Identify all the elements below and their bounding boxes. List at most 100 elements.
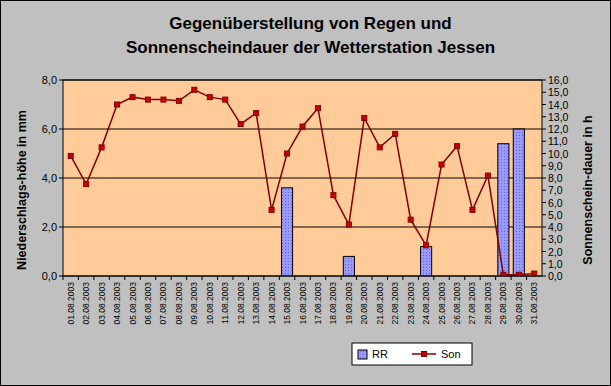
y2-tick-label: 9,0 — [548, 160, 563, 172]
y2-tick — [542, 116, 546, 117]
x-tick — [341, 276, 342, 280]
y2-tick-label: 5,0 — [548, 209, 563, 221]
marker — [176, 98, 181, 103]
x-tick-label: 18.08.2003 — [328, 282, 338, 325]
y2-tick — [542, 214, 546, 215]
y2-tick — [542, 239, 546, 240]
x-tick — [124, 276, 125, 280]
marker — [269, 207, 274, 212]
bar — [513, 129, 524, 276]
marker — [315, 106, 320, 111]
x-tick-label: 06.08.2003 — [143, 282, 153, 325]
y2-tick — [542, 276, 546, 277]
x-tick — [480, 276, 481, 280]
x-tick — [186, 276, 187, 280]
y2-tick-label: 1,0 — [548, 258, 563, 270]
marker — [161, 97, 166, 102]
y2-tick — [542, 129, 546, 130]
y2-tick — [542, 251, 546, 252]
x-tick-label: 31.08.2003 — [529, 282, 539, 325]
x-tick — [418, 276, 419, 280]
x-tick — [325, 276, 326, 280]
marker — [516, 272, 521, 276]
x-tick-label: 08.08.2003 — [174, 282, 184, 325]
y-tick-label: 6,0 — [42, 123, 57, 135]
x-tick-label: 02.08.2003 — [81, 282, 91, 325]
y2-tick — [542, 263, 546, 264]
x-tick-label: 07.08.2003 — [158, 282, 168, 325]
marker — [84, 182, 89, 187]
x-tick-label: 29.08.2003 — [498, 282, 508, 325]
marker — [470, 207, 475, 212]
marker — [377, 145, 382, 150]
marker — [501, 272, 506, 276]
x-tick — [248, 276, 249, 280]
marker — [192, 87, 197, 92]
x-tick — [310, 276, 311, 280]
x-tick — [155, 276, 156, 280]
y2-tick-label: 4,0 — [548, 221, 563, 233]
x-tick-label: 14.08.2003 — [267, 282, 277, 325]
x-tick — [387, 276, 388, 280]
x-tick — [402, 276, 403, 280]
y-tick — [59, 80, 63, 81]
marker — [346, 222, 351, 227]
marker — [439, 162, 444, 167]
x-tick-label: 21.08.2003 — [375, 282, 385, 325]
marker — [331, 193, 336, 198]
y2-tick — [542, 104, 546, 105]
x-tick-label: 17.08.2003 — [313, 282, 323, 325]
plot-area — [63, 80, 542, 276]
marker — [130, 95, 135, 100]
y2-tick-label: 8,0 — [548, 172, 563, 184]
legend-label: RR — [372, 348, 388, 360]
y-tick — [59, 178, 63, 179]
y-tick — [59, 227, 63, 228]
x-tick-label: 09.08.2003 — [189, 282, 199, 325]
marker — [145, 97, 150, 102]
x-tick — [279, 276, 280, 280]
y2-tick — [542, 227, 546, 228]
y-tick — [59, 129, 63, 130]
marker — [300, 124, 305, 129]
plot-marks — [68, 87, 537, 276]
y-tick-label: 0,0 — [42, 270, 57, 282]
y-tick-label: 8,0 — [42, 74, 57, 86]
y2-tick — [542, 165, 546, 166]
y2-tick-label: 0,0 — [548, 270, 563, 282]
x-tick-label: 23.08.2003 — [406, 282, 416, 325]
x-tick-label: 05.08.2003 — [128, 282, 138, 325]
chart-background — [1, 1, 611, 386]
marker — [485, 173, 490, 178]
y2-tick-label: 12,0 — [548, 123, 569, 135]
x-tick — [93, 276, 94, 280]
title-line: Sonnenscheindauer der Wetterstation Jess… — [126, 38, 495, 57]
grid-line — [63, 178, 542, 179]
y2-tick — [542, 190, 546, 191]
y2-tick-label: 16,0 — [548, 74, 569, 86]
x-tick-label: 01.08.2003 — [66, 282, 76, 325]
y2-tick-label: 2,0 — [548, 246, 563, 258]
marker — [285, 151, 290, 156]
title-line: Gegenüberstellung von Regen und — [169, 14, 451, 33]
marker — [238, 122, 243, 127]
y2-tick — [542, 178, 546, 179]
x-tick-label: 15.08.2003 — [282, 282, 292, 325]
y2-tick-label: 11,0 — [548, 135, 568, 147]
legend-marker — [422, 352, 427, 357]
x-tick — [511, 276, 512, 280]
marker — [207, 95, 212, 100]
legend — [352, 343, 472, 365]
x-tick — [171, 276, 172, 280]
x-tick — [78, 276, 79, 280]
x-tick — [526, 276, 527, 280]
x-tick — [232, 276, 233, 280]
x-tick-label: 03.08.2003 — [97, 282, 107, 325]
y2-tick-label: 13,0 — [548, 111, 569, 123]
x-tick-label: 26.08.2003 — [452, 282, 462, 325]
y2-tick — [542, 92, 546, 93]
grid-line — [63, 227, 542, 228]
marker — [68, 153, 73, 158]
y2-tick — [542, 80, 546, 81]
x-tick-label: 22.08.2003 — [390, 282, 400, 325]
